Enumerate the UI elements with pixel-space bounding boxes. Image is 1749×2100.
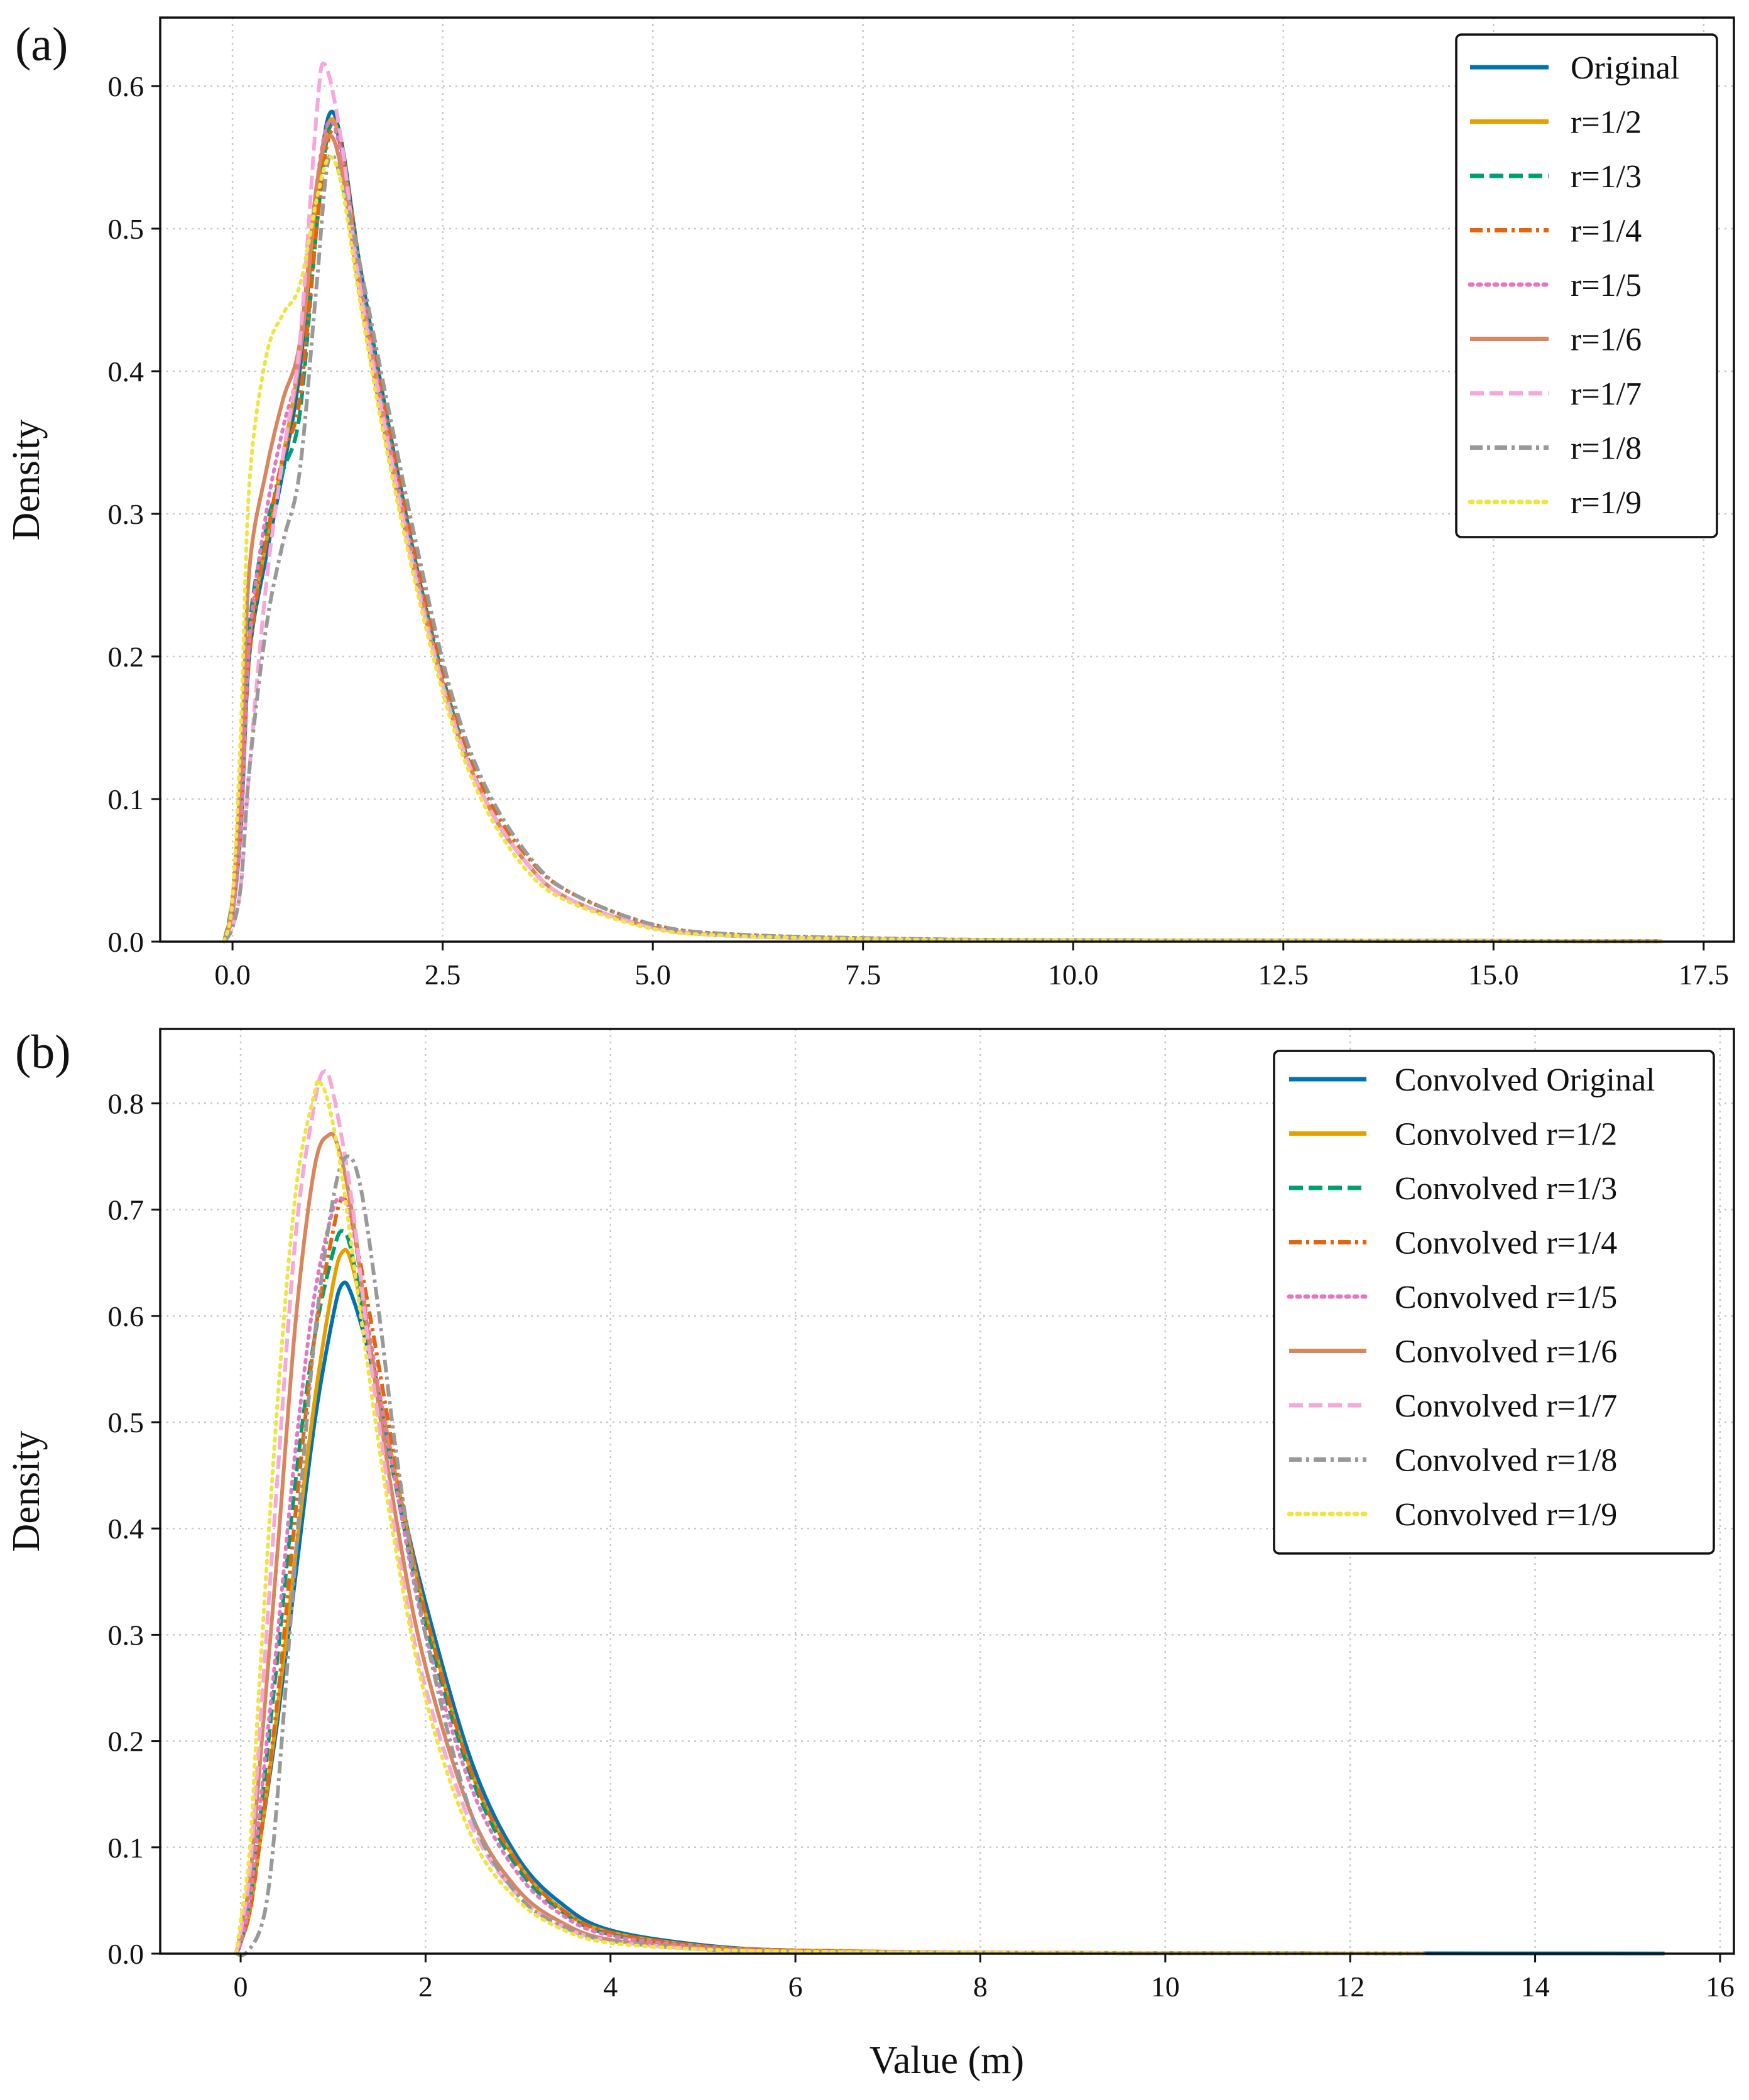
legend-entry-label: Convolved r=1/6 (1395, 1334, 1617, 1370)
legend-entry-label: r=1/4 (1571, 214, 1642, 249)
legend-entry-label: r=1/6 (1571, 322, 1642, 358)
panel-b-axes-frame (159, 1028, 1735, 1955)
y-tick-label: 0.4 (108, 1513, 144, 1545)
x-tick-label: 15.0 (1468, 959, 1519, 991)
y-tick-label: 0.6 (108, 1300, 144, 1332)
x-tick-label: 2 (418, 1971, 433, 2003)
panel-b: (b) 0 2 4 6 8 10 12 14 16 0.0 0.1 0.2 0.3 0.4 0.5 0.6 0.… (5, 1026, 1735, 2082)
x-tick-label: 5.0 (635, 959, 671, 991)
y-tick-label: 0.5 (108, 213, 144, 245)
x-tick-label: 12 (1336, 1971, 1365, 2003)
panel-b-x-axis-label: Value (m) (869, 2039, 1024, 2082)
panel-a-ticks: 0.0 2.5 5.0 7.5 10.0 12.5 15.0 17.5 0.0 0.1 0.2 0.3… (108, 70, 1730, 991)
y-tick-label: 0.1 (108, 1832, 144, 1864)
y-tick-label: 0.1 (108, 783, 144, 815)
x-tick-label: 14 (1521, 1971, 1550, 2003)
y-tick-label: 0.3 (108, 498, 144, 530)
x-tick-label: 10.0 (1048, 959, 1099, 991)
x-tick-label: 12.5 (1258, 959, 1309, 991)
x-tick-label: 8 (973, 1971, 988, 2003)
panel-a-legend: Original r=1/2 r=1/3 r=1/4 r=1/5 r=1/6 r=1/7 r=… (1455, 33, 1718, 538)
panel-b-legend-box (1273, 1050, 1715, 1555)
y-tick-label: 0.2 (108, 1726, 144, 1758)
panel-a-series-lines (222, 62, 1664, 944)
legend-entry-label: Convolved r=1/7 (1395, 1388, 1617, 1424)
y-tick-label: 0.5 (108, 1406, 144, 1439)
panel-b-legend: Convolved Original Convolved r=1/2 Convolv… (1273, 1050, 1715, 1555)
y-tick-label: 0.4 (108, 356, 144, 388)
legend-entry-label: r=1/8 (1571, 431, 1642, 467)
panel-a-label: (a) (15, 18, 68, 71)
y-tick-label: 0.7 (108, 1194, 144, 1226)
y-tick-label: 0.8 (108, 1087, 144, 1119)
x-tick-label: 17.5 (1679, 959, 1730, 991)
legend-entry-label: r=1/3 (1571, 159, 1642, 195)
legend-entry-label: Convolved r=1/3 (1395, 1171, 1617, 1207)
x-tick-label: 16 (1706, 1971, 1735, 2003)
legend-entry-label: Convolved r=1/5 (1395, 1280, 1617, 1315)
y-tick-label: 0.0 (108, 926, 144, 958)
y-tick-label: 0.2 (108, 641, 144, 673)
legend-entry-label: r=1/7 (1571, 376, 1642, 412)
x-tick-label: 0.0 (214, 959, 251, 991)
panel-b-label: (b) (15, 1026, 71, 1079)
x-tick-label: 0 (234, 1971, 248, 2003)
y-tick-label: 0.6 (108, 70, 144, 102)
series-line (234, 1078, 1426, 1956)
y-tick-label: 0.3 (108, 1619, 144, 1651)
panel-a-y-axis-label: Density (5, 420, 48, 541)
x-tick-label: 10 (1151, 1971, 1180, 2003)
x-tick-label: 6 (788, 1971, 803, 2003)
panel-a: (a) 0.0 2.5 5.0 7.5 10.0 12.5 15.0 17.50.00.10.… (5, 16, 1735, 991)
legend-entry-label: r=1/9 (1571, 485, 1642, 521)
legend-entry-label: Convolved r=1/4 (1395, 1226, 1617, 1261)
series-line (222, 155, 1664, 944)
legend-entry-label: r=1/5 (1571, 268, 1642, 303)
legend-entry-label: Convolved r=1/8 (1395, 1443, 1617, 1479)
panel-a-legend-box (1455, 33, 1718, 538)
panel-b-y-axis-label: Density (5, 1431, 48, 1552)
legend-entry-label: Convolved r=1/9 (1395, 1497, 1617, 1533)
y-tick-label: 0.0 (108, 1938, 144, 1970)
x-tick-label: 4 (603, 1971, 618, 2003)
panel-b-ticks: 0 2 4 6 8 10 12 14 16 0.0 0.1 0.2 0.3 0.4 0.5 0.6 0.7 0.8 (108, 1087, 1735, 2003)
x-tick-label: 7.5 (845, 959, 881, 991)
x-tick-label: 2.5 (425, 959, 461, 991)
legend-entry-label: r=1/2 (1571, 105, 1642, 141)
panel-a-axes-frame (159, 16, 1735, 943)
legend-entry-label: Convolved Original (1395, 1062, 1655, 1098)
legend-entry-label: Original (1571, 50, 1679, 86)
series-line (222, 152, 1662, 944)
legend-entry-label: Convolved r=1/2 (1395, 1117, 1617, 1153)
